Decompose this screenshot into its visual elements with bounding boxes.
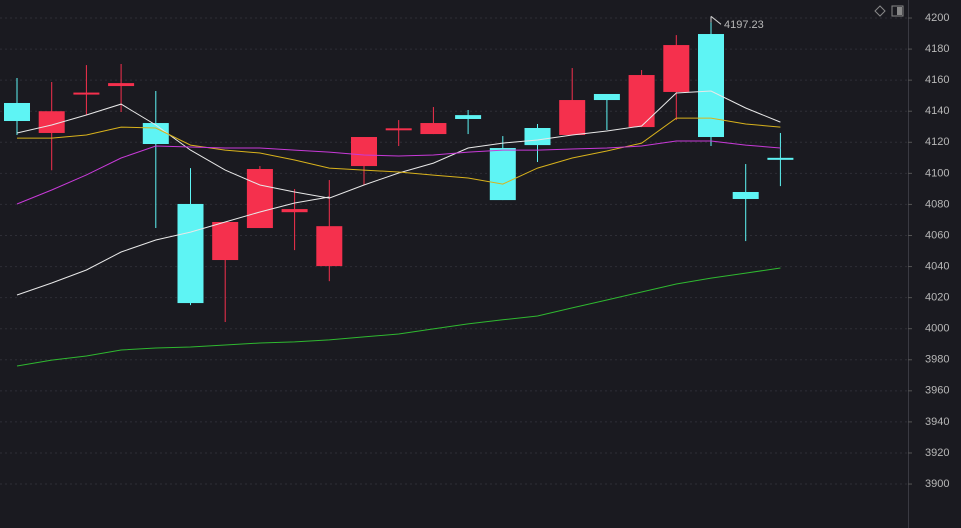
candle-body: [246, 169, 273, 229]
icon-panel-fill: [897, 7, 902, 15]
candle-body: [420, 123, 447, 135]
candle-body: [524, 128, 551, 146]
candle-body: [489, 148, 516, 201]
ma-line: [16, 90, 781, 199]
high-label: 4197.23: [724, 19, 764, 31]
high-pointer: [710, 15, 722, 25]
candle-body: [38, 111, 65, 133]
ma-line: [16, 267, 781, 367]
candle-body: [628, 75, 655, 128]
candle-body: [663, 45, 690, 92]
y-tick-label: 4200: [925, 12, 949, 24]
y-tick-label: 4060: [925, 229, 949, 241]
y-tick-label: 3940: [925, 416, 949, 428]
candle-body: [142, 123, 169, 144]
candle-body: [593, 93, 620, 101]
candle-body: [73, 92, 100, 95]
icon-diamond[interactable]: [874, 5, 886, 17]
y-tick-label: 3920: [925, 447, 949, 459]
ma-line: [17, 117, 781, 185]
candle-body: [559, 100, 586, 135]
y-tick-label: 4120: [925, 136, 949, 148]
ma-line: [16, 140, 781, 205]
candle-body: [767, 157, 794, 160]
y-tick-label: 4080: [925, 198, 949, 210]
candle-body: [316, 226, 343, 267]
y-tick-label: 4000: [925, 323, 949, 335]
y-tick-label: 3960: [925, 385, 949, 397]
candle-body: [281, 209, 308, 213]
y-tick-label: 3900: [925, 478, 949, 490]
candle-body: [732, 192, 759, 199]
icon-panel[interactable]: [891, 5, 904, 17]
candle-body: [108, 83, 135, 87]
y-tick-label: 4180: [925, 43, 949, 55]
candle-body: [351, 137, 377, 167]
y-tick-label: 4140: [925, 105, 949, 117]
y-tick-label: 4020: [925, 292, 949, 304]
y-tick-label: 4040: [925, 260, 949, 272]
candle-body: [212, 221, 239, 261]
candle-body: [4, 102, 30, 122]
ma-line: [16, 196, 330, 296]
candle-body: [455, 115, 482, 119]
candle-body: [177, 203, 204, 304]
y-tick-label: 4100: [925, 167, 949, 179]
y-tick-label: 3980: [925, 354, 949, 366]
y-tick-label: 4160: [925, 74, 949, 86]
candle-body: [698, 34, 724, 138]
candle-body: [385, 128, 412, 131]
